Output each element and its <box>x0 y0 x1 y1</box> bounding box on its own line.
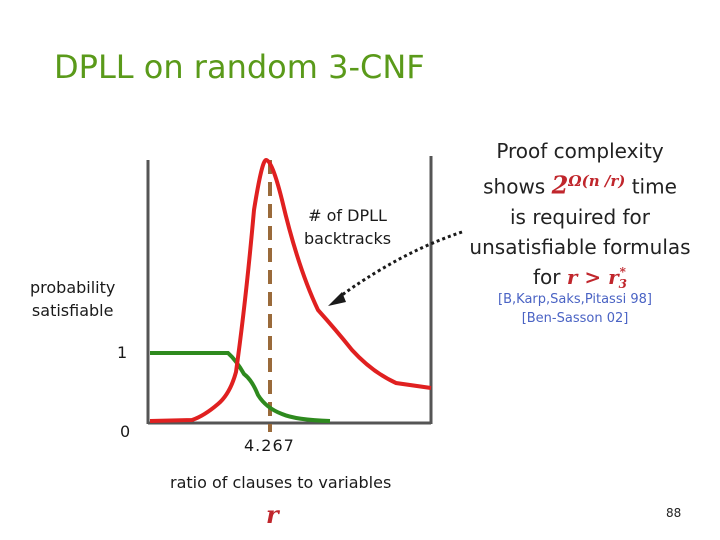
y-axis-label: probability satisfiable <box>30 276 115 322</box>
condition-subscript: 3 <box>618 277 627 292</box>
proof-line5: for r > r * 3 <box>455 262 705 292</box>
y-axis-label-line1: probability <box>30 278 116 297</box>
annotation-arrow <box>335 230 463 302</box>
bound-base: 2 <box>551 170 569 200</box>
proof-line2: shows 2Ω(n /r) time <box>455 166 705 202</box>
citation-2: [Ben-Sasson 02] <box>521 311 629 326</box>
proof-condition-scripts: * 3 <box>619 266 627 290</box>
probability-curve <box>150 351 331 423</box>
x-axis-label: ratio of clauses to variables <box>170 473 392 492</box>
annotation-line2: backtracks <box>304 229 392 248</box>
proof-line1: Proof complexity <box>496 139 664 163</box>
proof-for: for <box>533 264 561 289</box>
y-tick-1: 1 <box>117 343 128 362</box>
condition-superscript: * <box>619 265 626 280</box>
threshold-label: 4.267 <box>244 436 295 455</box>
x-axis-variable: r <box>266 500 279 529</box>
y-axis-label-line2: satisfiable <box>31 301 114 320</box>
bound-exponent: Ω(n /r) <box>568 172 626 190</box>
citation-1: [B,Karp,Saks,Pitassi 98] <box>498 292 652 307</box>
proof-time: time <box>631 174 677 199</box>
proof-line3: is required for <box>510 204 650 229</box>
slide-title: DPLL on random 3-CNF <box>54 48 425 86</box>
backtracks-curve <box>149 157 432 423</box>
backtracks-annotation: # of DPLL backtracks <box>300 204 396 250</box>
y-tick-0: 0 <box>120 422 131 441</box>
page-number: 88 <box>666 506 682 520</box>
arrowhead-icon <box>328 292 346 306</box>
annotation-line1: # of DPLL <box>308 206 387 225</box>
proof-line4: unsatisfiable formulas <box>469 234 691 259</box>
proof-condition: r > r <box>566 264 619 289</box>
citations: [B,Karp,Saks,Pitassi 98] [Ben-Sasson 02] <box>470 290 680 328</box>
proof-complexity-box: Proof complexity shows 2Ω(n /r) time is … <box>455 136 705 292</box>
proof-shows: shows <box>483 174 546 199</box>
